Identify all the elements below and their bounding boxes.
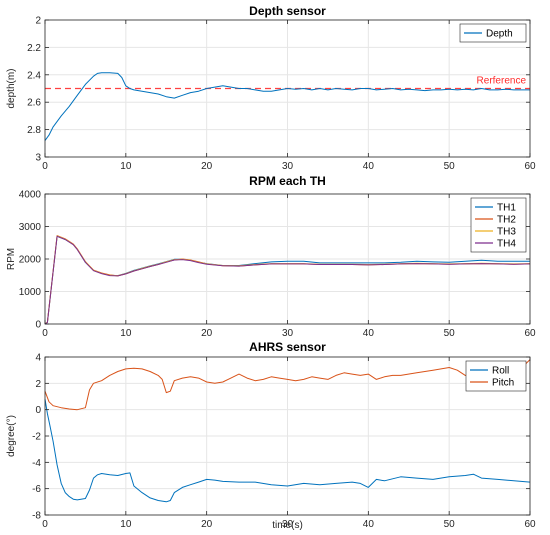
x-tick-label: 0 [42, 328, 48, 339]
x-tick-label: 20 [201, 519, 213, 530]
series-line-depth [44, 72, 530, 141]
x-tick-label: 60 [524, 161, 536, 172]
series-line-roll [44, 399, 531, 503]
chart-title: RPM each TH [249, 174, 326, 188]
y-tick-label: 0 [35, 405, 41, 416]
legend: Depth [459, 23, 527, 43]
y-tick-label: 2.8 [27, 125, 41, 136]
reference-label: Rerference [477, 76, 527, 87]
y-tick-label: 4000 [19, 190, 42, 201]
y-tick-label: -6 [32, 484, 41, 495]
y-axis-label: depth(m) [6, 68, 17, 108]
x-tick-label: 40 [363, 161, 375, 172]
panel-3: 0 10 20 30 40 50 60 -8 -6 -4 -2 0 2 4 AHRS sensor degre… [6, 340, 536, 531]
x-tick-label: 50 [444, 328, 456, 339]
y-tick-label: -4 [32, 458, 41, 469]
y-tick-label: 2.6 [27, 98, 41, 109]
x-tick-label: 50 [444, 519, 456, 530]
y-tick-label: 3000 [19, 222, 42, 233]
series-line-pitch [44, 359, 531, 411]
y-axis-label: degree(°) [6, 415, 17, 457]
y-tick-label: 2.4 [27, 70, 41, 81]
x-tick-label: 30 [282, 161, 294, 172]
x-axis-label: time(s) [272, 520, 303, 531]
panel-1: Rerference 0 10 20 30 40 50 60 2 2.2 2.4 2.6 2.8 3 Dep… [6, 4, 536, 172]
legend-label-th4: TH4 [497, 239, 516, 250]
y-tick-label: 1000 [19, 287, 42, 298]
chart-title: AHRS sensor [249, 340, 326, 354]
x-tick-label: 30 [282, 328, 294, 339]
x-tick-label: 30 [282, 519, 294, 530]
x-tick-label: 10 [120, 328, 132, 339]
x-tick-label: 10 [120, 519, 132, 530]
x-tick-label: 60 [524, 328, 536, 339]
x-tick-label: 60 [524, 519, 536, 530]
legend-label-pitch: Pitch [492, 378, 514, 389]
x-tick-label: 20 [201, 161, 213, 172]
chart-title: Depth sensor [249, 4, 326, 18]
x-tick-label: 20 [201, 328, 213, 339]
x-tick-label: 40 [363, 519, 375, 530]
legend-label-depth: Depth [486, 29, 513, 40]
y-tick-label: 2 [35, 379, 41, 390]
x-tick-label: 40 [363, 328, 375, 339]
x-tick-label: 50 [444, 161, 456, 172]
y-tick-label: 2.2 [27, 43, 41, 54]
series-line-th4 [44, 235, 531, 325]
legend-box [459, 23, 527, 43]
legend-box [465, 360, 527, 392]
x-tick-label: 0 [42, 161, 48, 172]
legend-label-th2: TH2 [497, 215, 516, 226]
y-tick-label: -8 [32, 511, 41, 522]
y-tick-label: 0 [35, 320, 41, 331]
x-tick-label: 0 [42, 519, 48, 530]
legend-label-roll: Roll [492, 366, 509, 377]
y-tick-label: 4 [35, 353, 41, 364]
panel-2: 0 10 20 30 40 50 60 0 1000 2000 3000 4000 RPM each T… [6, 174, 536, 339]
y-tick-label: -2 [32, 432, 41, 443]
y-axis-label: RPM [6, 248, 17, 270]
legend-label-th3: TH3 [497, 227, 516, 238]
y-tick-label: 2000 [19, 255, 42, 266]
y-tick-label: 2 [35, 16, 41, 27]
legend-label-th1: TH1 [497, 203, 516, 214]
y-tick-label: 3 [35, 153, 41, 164]
x-tick-label: 10 [120, 161, 132, 172]
